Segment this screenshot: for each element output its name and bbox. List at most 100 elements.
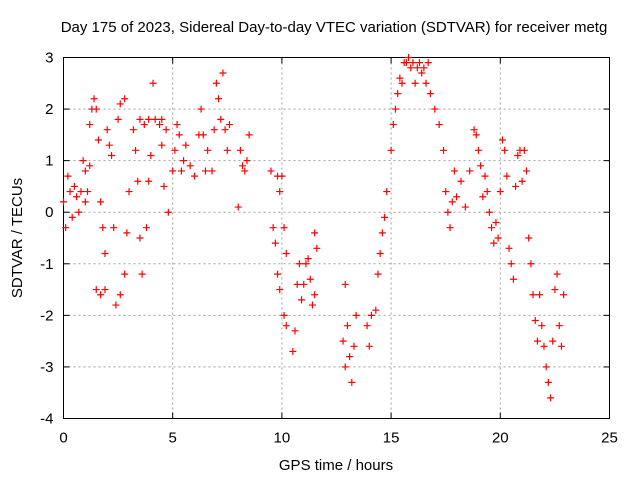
data-point <box>494 234 502 242</box>
y-tick-label: 0 <box>45 204 53 221</box>
data-point <box>422 79 430 87</box>
data-point <box>496 188 504 196</box>
data-point <box>81 167 89 175</box>
data-point <box>68 213 76 221</box>
data-point <box>483 188 491 196</box>
data-point <box>236 146 244 154</box>
data-point <box>208 167 216 175</box>
data-point <box>64 172 72 180</box>
data-point <box>440 146 448 154</box>
data-point <box>73 193 81 201</box>
data-point <box>225 121 233 129</box>
data-point <box>453 193 461 201</box>
data-point <box>108 151 116 159</box>
data-point <box>498 136 506 144</box>
data-point <box>175 131 183 139</box>
data-point <box>280 311 288 319</box>
data-point <box>145 115 153 123</box>
data-point <box>169 167 177 175</box>
data-point <box>466 167 474 175</box>
data-point <box>86 121 94 129</box>
data-point <box>391 105 399 113</box>
data-point <box>142 224 150 232</box>
data-point <box>302 260 310 268</box>
y-tick-label: -4 <box>40 411 53 428</box>
y-tick-label: 1 <box>45 153 53 170</box>
data-point <box>418 69 426 77</box>
data-point <box>300 280 308 288</box>
data-point <box>549 337 557 345</box>
data-point <box>536 291 544 299</box>
y-tick-label: 3 <box>45 50 53 67</box>
y-axis-label: SDTVAR / TECUs <box>9 178 26 298</box>
data-point <box>97 198 105 206</box>
data-point <box>116 291 124 299</box>
data-point <box>151 115 159 123</box>
data-point <box>177 167 185 175</box>
data-point <box>481 172 489 180</box>
data-point <box>372 306 380 314</box>
data-point <box>164 208 172 216</box>
data-point <box>245 131 253 139</box>
data-point <box>94 136 102 144</box>
data-point <box>472 131 480 139</box>
data-point <box>121 270 129 278</box>
data-point <box>274 270 282 278</box>
data-point <box>435 121 443 129</box>
data-point <box>448 198 456 206</box>
data-point <box>518 177 526 185</box>
data-point <box>116 100 124 108</box>
data-point <box>398 79 406 87</box>
data-point <box>514 151 522 159</box>
x-tick-label: 0 <box>59 430 67 447</box>
data-point <box>557 342 565 350</box>
data-point <box>223 146 231 154</box>
data-point <box>114 115 122 123</box>
data-point <box>121 95 129 103</box>
data-point <box>474 146 482 154</box>
data-point <box>101 249 109 257</box>
data-point <box>138 270 146 278</box>
x-tick-label: 15 <box>383 430 400 447</box>
data-point <box>276 188 284 196</box>
data-point <box>544 378 552 386</box>
data-point <box>560 291 568 299</box>
data-point <box>60 198 67 206</box>
y-tick-label: -1 <box>40 256 53 273</box>
data-point <box>378 229 386 237</box>
axis-ticks: 0 5 10 15 20 25 -4 -3 -2 -1 0 1 2 3 <box>40 50 618 447</box>
data-point <box>221 126 229 134</box>
data-point <box>134 177 142 185</box>
data-point <box>282 322 290 330</box>
data-point <box>365 342 373 350</box>
data-point <box>199 131 207 139</box>
data-point <box>479 193 487 201</box>
data-point <box>348 378 356 386</box>
data-point <box>147 151 155 159</box>
data-point <box>394 90 402 98</box>
data-point <box>431 105 439 113</box>
data-point <box>132 146 140 154</box>
data-point <box>446 224 454 232</box>
data-point <box>490 239 498 247</box>
data-point <box>387 146 395 154</box>
data-point <box>298 296 306 304</box>
data-point <box>525 234 533 242</box>
data-point <box>415 59 423 67</box>
data-point <box>343 322 351 330</box>
data-point <box>201 167 209 175</box>
data-point <box>413 64 421 72</box>
data-point <box>110 224 118 232</box>
data-point <box>503 172 511 180</box>
data-point <box>374 270 382 278</box>
data-point <box>383 188 391 196</box>
data-point <box>341 280 349 288</box>
data-point <box>136 115 144 123</box>
data-point <box>70 182 78 190</box>
data-point <box>376 249 384 257</box>
data-point <box>129 126 137 134</box>
data-point <box>282 249 290 257</box>
data-point <box>92 286 100 294</box>
data-point <box>470 126 478 134</box>
data-point <box>173 121 181 129</box>
